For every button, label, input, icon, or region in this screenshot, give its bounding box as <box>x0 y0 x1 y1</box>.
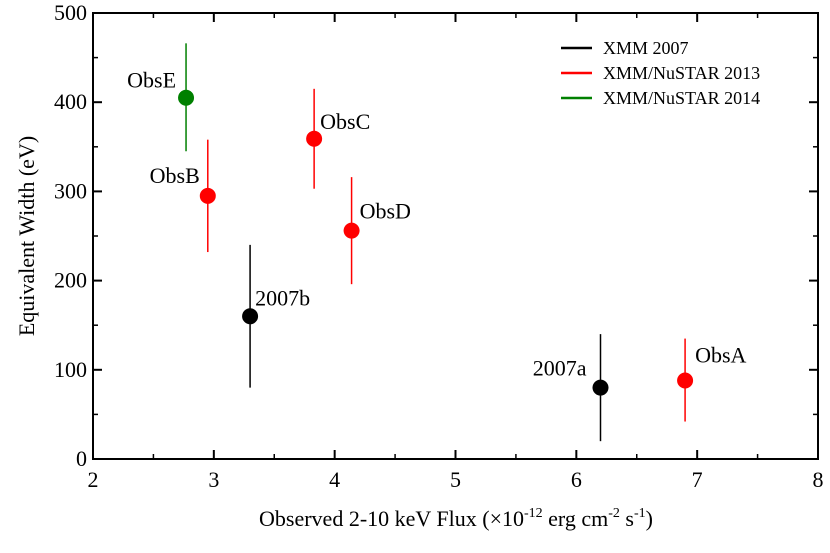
legend-entry-label: XMM/NuSTAR 2013 <box>603 63 760 83</box>
y-tick-label: 200 <box>54 268 87 293</box>
x-tick-label: 4 <box>329 467 340 492</box>
x-axis-label-part: s <box>620 506 634 531</box>
series-group: 2007b 2007a <box>242 244 609 442</box>
point-label: ObsB <box>150 163 200 188</box>
axes-layer: 2 3 4 5 6 7 8 0 100 200 300 400 500 <box>54 0 824 492</box>
x-tick-label: 7 <box>692 467 703 492</box>
x-axis-label-part: erg cm <box>543 506 609 531</box>
series-group: ObsB ObsC ObsD ObsA <box>150 88 747 422</box>
point-label: ObsE <box>127 68 176 93</box>
y-axis-label: Equivalent Width (eV) <box>14 136 39 336</box>
x-tick-label: 5 <box>450 467 461 492</box>
x-tick-label: 2 <box>88 467 99 492</box>
y-tick-label: 100 <box>54 357 87 382</box>
x-axis-label-part: ) <box>646 506 653 531</box>
y-tick-label: 400 <box>54 89 87 114</box>
data-point <box>592 379 609 396</box>
series-layer: 2007b 2007a ObsB ObsC ObsD ObsA ObsE <box>127 43 747 442</box>
x-axis-label-part: Observed 2-10 keV Flux (×10 <box>259 506 524 531</box>
point-label: ObsA <box>695 343 746 368</box>
series-group: ObsE <box>127 43 195 152</box>
x-axis-label-exponent: -12 <box>524 506 543 521</box>
data-point <box>677 372 694 389</box>
data-point <box>199 187 216 204</box>
point-label: 2007a <box>533 356 587 381</box>
x-tick-label: 3 <box>208 467 219 492</box>
point-label: ObsD <box>360 199 411 224</box>
legend-entry-label: XMM 2007 <box>603 38 689 58</box>
point-label: 2007b <box>255 285 310 310</box>
y-tick-label: 0 <box>76 446 87 471</box>
data-point <box>343 222 360 239</box>
x-axis-label: Observed 2-10 keV Flux (×10-12 erg cm-2 … <box>259 506 653 531</box>
data-point <box>242 308 259 325</box>
data-point <box>178 89 195 106</box>
y-tick-label: 300 <box>54 178 87 203</box>
x-axis-label-exponent: -1 <box>634 506 646 521</box>
point-label: ObsC <box>320 109 370 134</box>
x-axis-label-exponent: -2 <box>608 506 620 521</box>
y-tick-label: 500 <box>54 0 87 25</box>
legend: XMM 2007 XMM/NuSTAR 2013 XMM/NuSTAR 2014 <box>561 38 760 108</box>
x-tick-label: 8 <box>813 467 824 492</box>
x-tick-label: 6 <box>571 467 582 492</box>
data-point <box>306 130 323 147</box>
legend-entry-label: XMM/NuSTAR 2014 <box>603 88 760 108</box>
